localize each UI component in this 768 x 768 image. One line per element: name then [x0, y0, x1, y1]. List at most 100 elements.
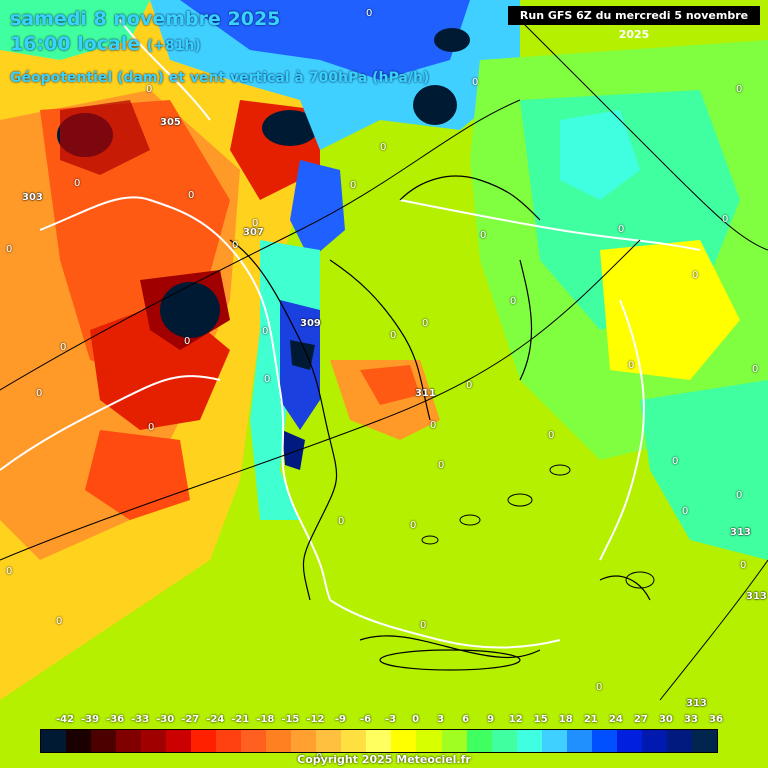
scale-swatch	[491, 730, 517, 752]
scale-tick-label: 24	[608, 714, 623, 725]
scale-tick-label: 6	[462, 714, 470, 725]
scale-swatch	[291, 730, 317, 752]
scale-swatch	[441, 730, 467, 752]
scale-tick-label: -3	[384, 714, 397, 725]
zero-label: 0	[188, 190, 195, 201]
contour-label: 313	[730, 527, 751, 538]
scale-swatch	[366, 730, 392, 752]
scale-tick-label: 15	[533, 714, 548, 725]
contour-label: 309	[300, 318, 321, 329]
scale-swatch	[466, 730, 492, 752]
zero-label: 0	[74, 178, 81, 189]
scale-swatch	[516, 730, 542, 752]
scale-tick-label: -33	[131, 714, 150, 725]
scale-swatch	[191, 730, 217, 752]
scale-swatch	[166, 730, 192, 752]
zero-label: 0	[480, 230, 487, 241]
scale-tick-label: 21	[583, 714, 598, 725]
zero-label: 0	[736, 490, 743, 501]
contour-label: 313	[686, 698, 707, 709]
scale-tick-labels: -42 -39 -36 -33 -30 -27 -24 -21 -18 -15 -12 -9 -6 -3 0…	[40, 714, 730, 728]
zero-label: 0	[692, 270, 699, 281]
scale-tick-label: 33	[683, 714, 698, 725]
scale-tick-label: -12	[306, 714, 325, 725]
scale-swatch	[341, 730, 367, 752]
zero-label: 0	[148, 422, 155, 433]
scale-swatch	[216, 730, 242, 752]
scale-tick-label: 12	[508, 714, 523, 725]
zero-label: 0	[420, 620, 427, 631]
zero-label: 0	[6, 244, 13, 255]
zero-label: 0	[438, 460, 445, 471]
zero-label: 0	[366, 8, 373, 19]
copyright: Copyright 2025 Meteociel.fr	[297, 753, 471, 766]
scale-tick-label: -30	[156, 714, 175, 725]
zero-label: 0	[56, 616, 63, 627]
scale-swatch	[691, 730, 717, 752]
scale-swatch	[266, 730, 292, 752]
zero-label: 0	[672, 456, 679, 467]
zero-label: 0	[60, 342, 67, 353]
scale-swatch	[141, 730, 167, 752]
zero-label: 0	[264, 374, 271, 385]
scale-swatch	[66, 730, 92, 752]
scale-tick-label: 27	[633, 714, 648, 725]
zero-label: 0	[390, 330, 397, 341]
zero-label: 0	[252, 218, 259, 229]
time-label: 16:00 locale	[10, 33, 141, 55]
scale-tick-label: 30	[658, 714, 673, 725]
zero-label: 0	[410, 520, 417, 531]
zero-label: 0	[722, 214, 729, 225]
contour-label: 305	[160, 117, 181, 128]
scale-tick-label: 18	[558, 714, 573, 725]
zero-label: 0	[466, 380, 473, 391]
scale-swatch	[616, 730, 642, 752]
zero-label: 0	[232, 240, 239, 251]
zero-label: 0	[618, 224, 625, 235]
zero-label: 0	[262, 326, 269, 337]
scale-tick-label: -36	[106, 714, 125, 725]
scale-swatch	[566, 730, 592, 752]
zero-label: 0	[422, 318, 429, 329]
scale-tick-label: -6	[359, 714, 372, 725]
scale-swatch	[91, 730, 117, 752]
zero-label: 0	[36, 388, 43, 399]
contour-label: 311	[415, 388, 436, 399]
scale-swatch	[541, 730, 567, 752]
scale-tick-label: 3	[437, 714, 445, 725]
date-title: samedi 8 novembre 2025	[10, 8, 281, 30]
scale-swatch	[641, 730, 667, 752]
scale-tick-label: 9	[487, 714, 495, 725]
scale-swatch	[316, 730, 342, 752]
zero-label: 0	[184, 336, 191, 347]
scale-swatch	[116, 730, 142, 752]
zero-label: 0	[736, 84, 743, 95]
zero-label: 0	[628, 360, 635, 371]
zero-label: 0	[752, 364, 759, 375]
scale-swatch	[666, 730, 692, 752]
zero-label: 0	[740, 560, 747, 571]
zero-label: 0	[316, 752, 323, 763]
scale-swatch	[591, 730, 617, 752]
contour-label: 303	[22, 192, 43, 203]
scale-tick-label: 36	[709, 714, 723, 725]
zero-label: 0	[350, 180, 357, 191]
contour-label: 307	[243, 227, 264, 238]
contour-label: 313	[746, 591, 767, 602]
scale-tick-label: -24	[206, 714, 225, 725]
lead-time: (+81h)	[146, 38, 201, 54]
field-title: Géopotentiel (dam) et vent vertical à 70…	[10, 70, 430, 86]
zero-label: 0	[338, 516, 345, 527]
zero-label: 0	[146, 84, 153, 95]
zero-label: 0	[682, 506, 689, 517]
run-info: Run GFS 6Z du mercredi 5 novembre 2025	[508, 6, 760, 41]
zero-label: 0	[596, 682, 603, 693]
scale-tick-label: -27	[181, 714, 200, 725]
scale-tick-label: -39	[81, 714, 100, 725]
scale-swatch	[416, 730, 442, 752]
scale-tick-label: -15	[281, 714, 300, 725]
scale-tick-label: 0	[412, 714, 420, 725]
color-scale-bar	[40, 729, 718, 753]
scale-tick-label: -18	[256, 714, 275, 725]
